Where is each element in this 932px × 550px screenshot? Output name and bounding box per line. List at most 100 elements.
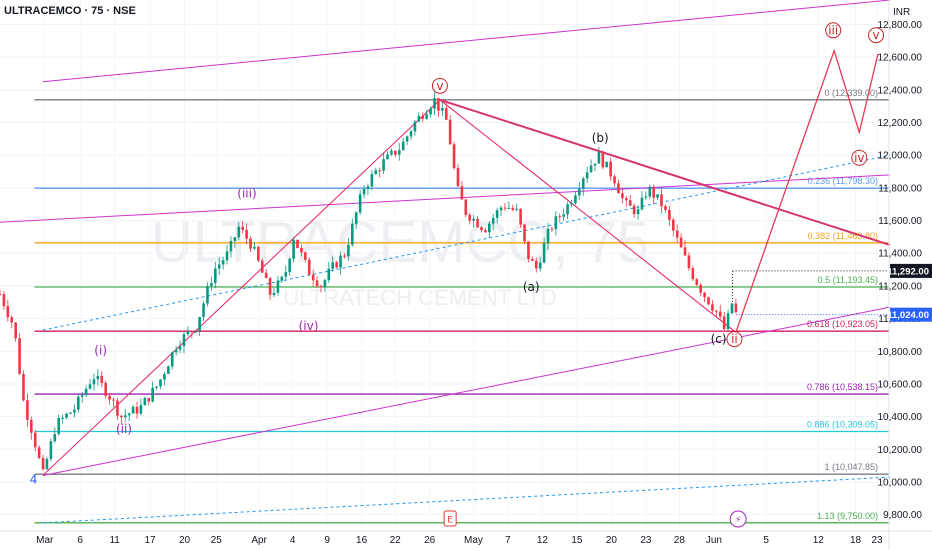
candle-body xyxy=(159,379,162,387)
x-tick-label: 23 xyxy=(640,535,652,546)
candle-body xyxy=(617,183,620,194)
wave-label-ring xyxy=(825,22,842,39)
y-tick-label: 10,400.00 xyxy=(878,412,923,423)
candle-body xyxy=(597,151,601,164)
candle-body xyxy=(319,286,323,288)
candle-body xyxy=(202,303,205,318)
x-tick-label: 5 xyxy=(763,535,769,546)
fib-level-label: 0.5 (11,193.45) xyxy=(818,275,878,285)
wave-label: (i) xyxy=(94,344,107,358)
x-tick-label: 9 xyxy=(324,535,330,546)
candle-body xyxy=(495,210,499,218)
candle-body xyxy=(304,252,307,260)
candle-body xyxy=(687,255,691,269)
candle-body xyxy=(288,258,291,273)
candle-body xyxy=(531,258,534,261)
candle-body xyxy=(178,346,182,350)
candle-body xyxy=(515,208,519,210)
candle-body xyxy=(394,150,397,155)
candle-body xyxy=(566,204,569,215)
x-tick-label: 26 xyxy=(424,535,436,546)
x-tick-label: 6 xyxy=(77,535,83,546)
x-tick-label: 4 xyxy=(290,535,296,546)
candle-body xyxy=(370,174,374,187)
event-marker-label: ⚡ xyxy=(735,516,741,526)
watermark: ULTRACEMCO, 75 ULTRATECH CEMENT LTD xyxy=(151,210,649,310)
candle-body xyxy=(315,280,319,287)
x-tick-label: 11 xyxy=(109,535,120,546)
event-markers: E ⚡ xyxy=(443,510,747,528)
candle-body xyxy=(88,384,92,389)
wave-label: ii xyxy=(731,332,738,346)
candle-body xyxy=(401,141,405,151)
candle-body xyxy=(503,207,507,209)
candle-body xyxy=(14,322,17,339)
candle-body xyxy=(69,412,72,414)
wave-label-ring xyxy=(726,331,743,348)
candle-body xyxy=(511,207,515,210)
candle-body xyxy=(593,163,597,166)
watermark-name: ULTRATECH CEMENT LTD xyxy=(283,285,556,310)
wave-label-ring xyxy=(868,27,885,44)
fib-level-label: 1 (10,047.85) xyxy=(824,462,878,472)
candle-body xyxy=(613,176,616,184)
wave-projection-path xyxy=(735,48,879,332)
x-tick-label: Jun xyxy=(706,535,722,546)
candle-body xyxy=(241,226,244,230)
channel-line xyxy=(42,306,891,476)
candle-body xyxy=(448,119,452,145)
candle-body xyxy=(268,278,272,295)
candle-body xyxy=(347,244,350,257)
candle-body xyxy=(550,228,554,230)
candle-body xyxy=(272,292,276,295)
candle-body xyxy=(280,276,284,281)
current-price-badge xyxy=(890,307,932,322)
candle-body xyxy=(37,447,41,459)
candle-body xyxy=(507,207,511,209)
x-tick-label: 25 xyxy=(211,535,223,546)
x-tick-label: Mar xyxy=(36,535,54,546)
candle-body xyxy=(589,165,593,173)
channel-line xyxy=(0,174,891,223)
marked-price-badge xyxy=(890,263,932,278)
y-tick-label: 10,200.00 xyxy=(878,445,923,456)
y-tick-label: 11,200.00 xyxy=(878,281,922,292)
candle-body xyxy=(343,255,346,257)
earnings-marker-box xyxy=(443,510,457,527)
candle-body xyxy=(621,193,624,199)
candle-body xyxy=(601,151,605,168)
candle-body xyxy=(92,379,96,385)
symbol-title: ULTRACEMCO · 75 · NSE xyxy=(4,5,136,17)
wave-label-ring xyxy=(431,77,448,94)
candle-body xyxy=(581,178,585,189)
candle-body xyxy=(170,352,174,367)
x-tick-label: 23 xyxy=(871,535,883,546)
fib-level-label: 0.382 (11,463.80) xyxy=(808,231,878,241)
channel-line xyxy=(42,0,891,83)
candle-body xyxy=(163,373,166,380)
candle-body xyxy=(311,274,315,281)
candle-body xyxy=(421,115,425,119)
candle-body xyxy=(53,433,57,442)
currency-label: INR xyxy=(893,7,910,18)
candle-body xyxy=(229,240,233,252)
candle-body xyxy=(679,237,683,248)
candle-body xyxy=(644,196,648,198)
candle-body xyxy=(80,395,84,397)
candle-body xyxy=(683,247,687,256)
candle-body xyxy=(578,188,581,196)
candle-body xyxy=(691,268,695,280)
wave-label: iii xyxy=(828,23,838,37)
candle-body xyxy=(167,366,170,374)
candle-body xyxy=(358,194,362,213)
candle-body xyxy=(472,218,475,221)
candle-body xyxy=(76,396,80,410)
y-tick-label: 12,400.00 xyxy=(878,85,923,96)
y-tick-label: 9,800.00 xyxy=(883,510,922,521)
candle-body xyxy=(186,331,190,335)
candle-body xyxy=(276,280,280,293)
x-tick-label: May xyxy=(464,535,483,546)
fib-level-label: 0.618 (10,923.05) xyxy=(807,319,878,329)
x-tick-label: 12 xyxy=(537,535,549,546)
